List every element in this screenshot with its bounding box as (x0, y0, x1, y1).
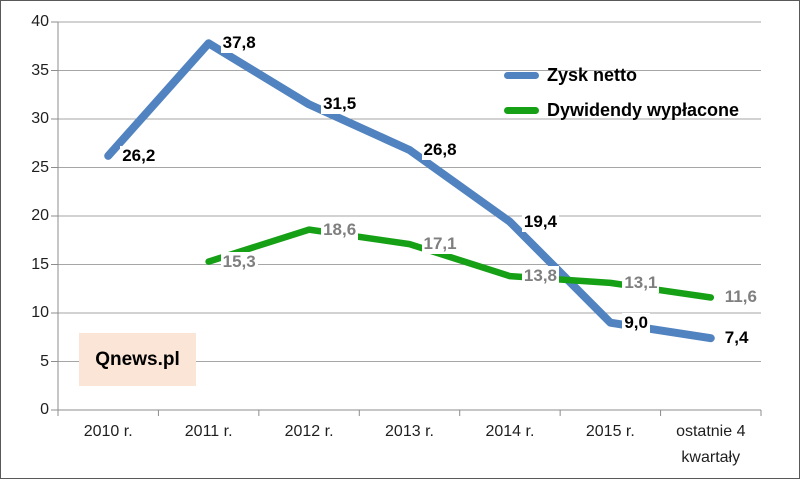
legend-label-dywidendy: Dywidendy wypłacone (547, 100, 740, 120)
dywidendy-data-label: 13,1 (622, 272, 660, 293)
x-tick-label: 2013 r. (385, 423, 434, 440)
x-tick-label: 2014 r. (485, 423, 535, 440)
dywidendy-data-label: 17,1 (421, 234, 459, 255)
y-tick-label: 30 (31, 110, 49, 127)
x-tick-label: 2012 r. (284, 423, 334, 440)
y-tick-label: 25 (31, 158, 49, 176)
legend-item-zysk-netto[interactable]: Zysk netto (504, 58, 739, 93)
dywidendy-data-label: 18,6 (321, 219, 359, 240)
x-tick-label: ostatnie 4 kwartały (676, 423, 746, 466)
zysk-netto-data-label: 26,2 (120, 145, 158, 166)
y-tick-label: 15 (31, 255, 49, 273)
legend-label-zysk-netto: Zysk netto (547, 65, 638, 85)
y-tick-label: 20 (31, 207, 49, 224)
zysk-netto-data-label: 26,8 (421, 140, 459, 161)
dywidendy-swatch-icon (504, 107, 539, 114)
y-tick-label: 0 (40, 401, 49, 418)
zysk-netto-data-label: 9,0 (622, 312, 650, 333)
dywidendy-data-label: 15,3 (220, 251, 258, 272)
zysk-netto-data-label: 37,8 (220, 33, 258, 54)
zysk-netto-swatch-icon (504, 72, 539, 79)
y-tick-label: 35 (31, 61, 49, 79)
legend: Zysk netto Dywidendy wypłacone (504, 58, 739, 128)
zysk-netto-data-label: 19,4 (521, 211, 560, 232)
y-tick-label: 40 (31, 13, 49, 30)
y-tick-label: 10 (31, 304, 49, 321)
y-tick-label: 5 (40, 352, 49, 370)
watermark-box: Qnews.pl (79, 333, 196, 386)
dywidendy-data-label: 11,6 (722, 287, 759, 308)
x-tick-label: 2015 r. (585, 423, 635, 440)
x-tick-label: 2011 r. (184, 423, 233, 440)
zysk-netto-data-label: 7,4 (722, 328, 751, 349)
legend-item-dywidendy[interactable]: Dywidendy wypłacone (504, 93, 739, 128)
dywidendy-data-label: 13,8 (521, 266, 560, 287)
x-tick-label: 2010 r. (83, 423, 133, 440)
watermark-text: Qnews.pl (95, 348, 180, 370)
zysk-netto-line[interactable] (104, 39, 715, 343)
zysk-netto-data-label: 31,5 (321, 94, 359, 115)
